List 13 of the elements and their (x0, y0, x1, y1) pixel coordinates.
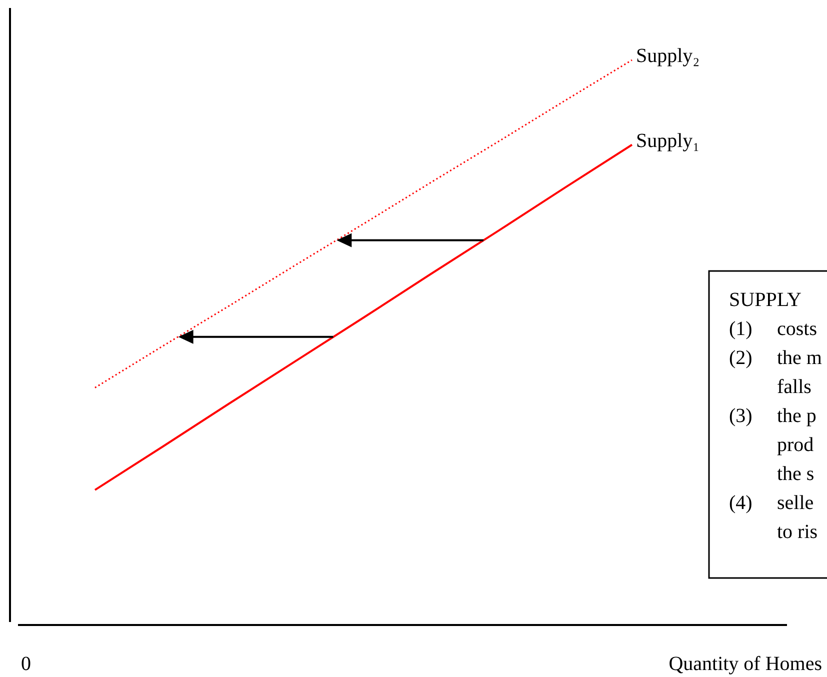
text: (4) selle (729, 492, 814, 514)
series-label: Supply₂ (636, 45, 700, 67)
series-label: Supply₁ (636, 130, 700, 152)
text: the s (777, 463, 814, 485)
x-axis-title: Quantity of Homes (668, 653, 822, 675)
text: SUPPLY (729, 289, 802, 311)
text: falls (777, 376, 812, 398)
text: (2) the m (729, 347, 822, 369)
text: prod (777, 434, 814, 456)
text: (1) costs (729, 318, 817, 340)
text: (3) the p (729, 405, 816, 427)
text: 0 (21, 653, 31, 675)
text: to ris (777, 521, 818, 543)
